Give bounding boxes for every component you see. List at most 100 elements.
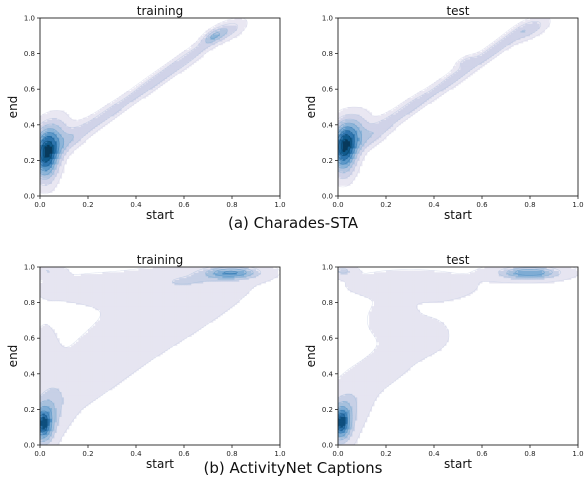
density-cell <box>47 149 51 152</box>
density-cell <box>92 331 96 334</box>
density-cell <box>40 119 43 122</box>
density-cell <box>131 316 135 320</box>
density-cell <box>169 331 173 334</box>
density-cell <box>366 140 370 144</box>
density-cell <box>54 338 58 341</box>
density-cell <box>359 121 363 124</box>
density-cell <box>121 336 125 339</box>
density-cell <box>515 28 519 31</box>
density-cell <box>393 119 397 122</box>
density-cell <box>450 71 454 74</box>
density-cell <box>112 325 115 328</box>
density-cell <box>381 121 385 124</box>
density-cell <box>83 357 87 361</box>
density-cell <box>429 94 433 97</box>
density-cell <box>534 32 538 35</box>
density-cell <box>112 375 115 378</box>
density-cell <box>525 30 529 33</box>
density-cell <box>530 30 533 33</box>
density-cell <box>140 96 144 99</box>
density-cell <box>126 107 130 110</box>
density-cell <box>126 368 130 371</box>
density-cell <box>66 356 70 359</box>
density-cell <box>227 34 231 37</box>
density-cell <box>470 73 473 76</box>
density-cell <box>114 322 118 325</box>
density-cell <box>198 325 202 328</box>
density-cell <box>92 373 96 377</box>
density-cell <box>196 322 199 325</box>
density-cell <box>388 114 392 117</box>
density-cell <box>152 78 156 81</box>
density-cell <box>102 372 106 375</box>
density-cell <box>486 46 490 49</box>
density-cell <box>61 372 65 375</box>
density-cell <box>477 62 481 65</box>
density-cell <box>68 373 72 377</box>
density-cell <box>80 382 84 385</box>
density-cell <box>181 51 185 55</box>
density-cell <box>350 117 353 120</box>
density-cell <box>56 156 60 160</box>
density-cell <box>352 130 356 133</box>
density-cell <box>501 50 505 53</box>
density-cell <box>100 323 103 327</box>
density-cell <box>102 115 106 119</box>
density-cell <box>102 388 106 391</box>
density-cell <box>477 53 481 56</box>
panel-1: 0.0 0.2 0.4 0.6 0.8 1.00.00.20.40.60.81.0trai… <box>6 4 286 222</box>
density-cell <box>42 146 46 149</box>
density-cell <box>47 151 51 154</box>
density-cell <box>73 135 77 138</box>
density-cell <box>104 361 108 364</box>
density-cell <box>176 318 180 321</box>
density-cell <box>477 66 481 69</box>
density-cell <box>126 101 130 104</box>
density-cell <box>76 126 79 129</box>
density-cell <box>76 133 79 136</box>
density-cell <box>124 356 127 359</box>
density-cell <box>203 44 207 47</box>
density-cell <box>398 115 401 119</box>
density-cell <box>450 87 454 90</box>
density-cell <box>78 388 82 391</box>
density-cell <box>40 142 43 145</box>
density-cell <box>44 443 48 445</box>
density-cell <box>148 345 151 348</box>
density-cell <box>350 137 353 140</box>
density-cell <box>381 117 385 120</box>
density-cell <box>104 372 108 375</box>
density-cell <box>64 354 67 357</box>
density-cell <box>422 90 425 94</box>
density-cell <box>133 90 137 94</box>
density-cell <box>486 53 490 56</box>
density-cell <box>88 384 91 387</box>
density-cell <box>102 389 106 393</box>
density-cell <box>68 404 72 407</box>
density-cell <box>407 115 411 119</box>
density-cell <box>338 112 341 115</box>
density-cell <box>42 339 46 343</box>
density-cell <box>136 336 139 339</box>
density-cell <box>133 334 137 337</box>
density-cell <box>52 343 55 346</box>
density-cell <box>49 332 53 336</box>
density-cell <box>64 156 67 160</box>
density-cell <box>83 361 87 364</box>
density-cell <box>371 140 375 144</box>
density-cell <box>364 135 368 138</box>
density-cell <box>176 334 180 337</box>
density-cell <box>338 119 341 122</box>
density-cell <box>61 382 65 385</box>
density-cell <box>124 334 127 337</box>
x-tick-label: 0.0 <box>34 201 45 209</box>
density-cell <box>80 370 84 373</box>
density-cell <box>131 350 135 353</box>
density-cell <box>340 135 344 138</box>
density-cell <box>56 123 60 126</box>
density-cell <box>85 345 89 348</box>
density-cell <box>224 25 228 28</box>
density-cell <box>357 160 361 163</box>
density-cell <box>515 41 519 44</box>
density-cell <box>508 41 512 44</box>
